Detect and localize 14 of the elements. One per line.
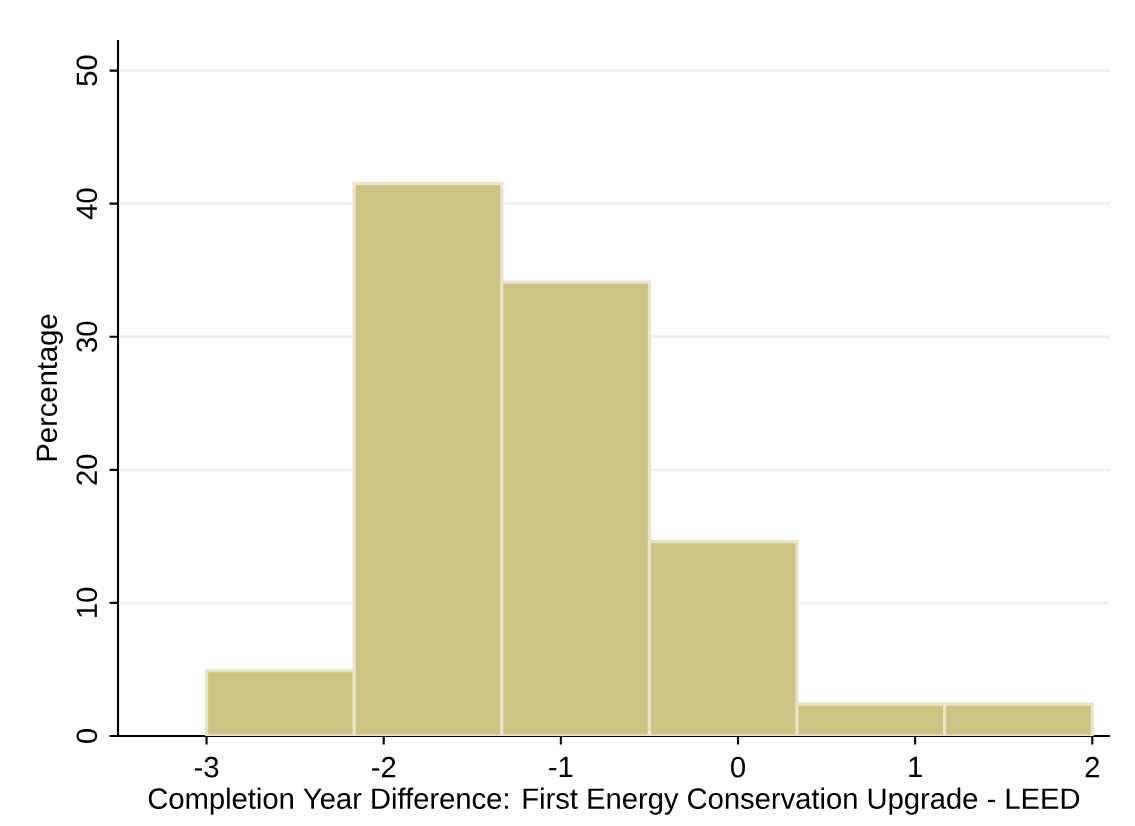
y-axis-title: Percentage <box>36 314 63 461</box>
y-tick-label: 0 <box>76 729 98 743</box>
x-tick-label: 1 <box>909 756 922 777</box>
y-tick-label: 30 <box>76 321 98 352</box>
x-tick-label: 2 <box>1085 756 1099 778</box>
x-tick-label: -1 <box>549 756 573 777</box>
x-tick-label: -2 <box>372 756 396 778</box>
y-tick-label: 40 <box>76 188 98 220</box>
x-axis-title: Completion Year Difference: First Energy Conservation Upgrade - LEED <box>148 787 1080 815</box>
y-tick-label: 10 <box>76 587 98 617</box>
y-tick-label: 20 <box>76 454 98 485</box>
x-tick-label: -3 <box>194 756 219 778</box>
x-tick-label: 0 <box>731 756 745 778</box>
y-tick-label: 50 <box>76 55 98 86</box>
